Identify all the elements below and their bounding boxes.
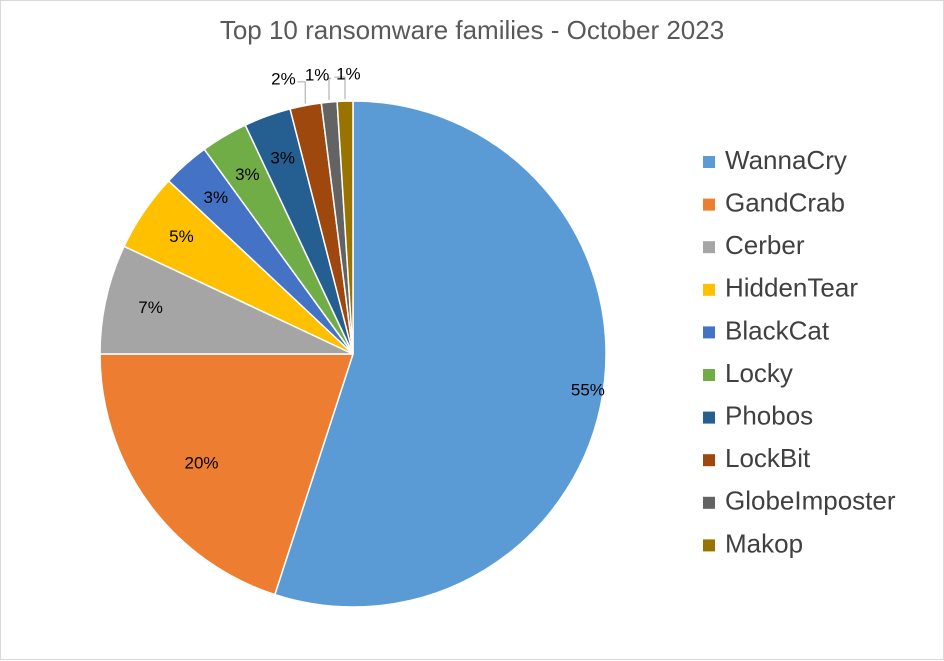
pie-slice-gandcrab xyxy=(99,353,355,596)
legend-swatch-blackcat xyxy=(703,326,715,339)
legend-swatch-globeimposter xyxy=(703,496,715,509)
pie-slices xyxy=(99,100,607,608)
legend-label-phobos: Phobos xyxy=(725,400,813,430)
legend-swatch-cerber xyxy=(703,241,715,254)
legend-swatch-locky xyxy=(703,369,715,381)
leader-line-lockbit xyxy=(297,81,306,104)
legend-label-locky: Locky xyxy=(725,358,793,388)
legend-label-wannacry: WannaCry xyxy=(725,145,847,175)
legend-label-hiddentear: HiddenTear xyxy=(725,273,858,303)
data-label-lockbit: 2% xyxy=(271,69,296,88)
data-label-locky: 3% xyxy=(235,165,260,184)
data-label-phobos: 3% xyxy=(270,148,295,167)
legend-swatch-lockbit xyxy=(703,454,715,467)
leader-line-globeimposter xyxy=(328,77,332,101)
legend-label-blackcat: BlackCat xyxy=(725,315,830,345)
legend-swatch-makop xyxy=(703,539,715,552)
pie-slice-wannacry xyxy=(273,100,607,608)
data-label-hiddentear: 5% xyxy=(169,227,194,246)
data-label-gandcrab: 20% xyxy=(185,454,219,473)
data-label-wannacry: 55% xyxy=(571,381,605,400)
data-label-cerber: 7% xyxy=(138,298,163,317)
data-label-blackcat: 3% xyxy=(204,188,229,207)
pie-slice-cerber xyxy=(99,245,354,355)
legend-swatch-phobos xyxy=(703,411,715,424)
legend-label-makop: Makop xyxy=(725,528,803,558)
legend-label-cerber: Cerber xyxy=(725,230,805,260)
leader-lines xyxy=(297,76,346,104)
data-label-makop: 1% xyxy=(336,65,361,84)
pie-slice-makop xyxy=(336,100,354,355)
legend-swatch-gandcrab xyxy=(703,198,715,211)
data-label-globeimposter: 1% xyxy=(305,66,330,85)
legend-swatch-wannacry xyxy=(703,156,715,168)
legend-label-gandcrab: GandCrab xyxy=(725,187,845,217)
legend-label-lockbit: LockBit xyxy=(725,443,811,473)
legend-swatch-hiddentear xyxy=(703,283,715,296)
leader-line-makop xyxy=(334,76,346,100)
legend-label-globeimposter: GlobeImposter xyxy=(725,486,896,516)
data-labels: 55% 20% 7% 5% 3% 3% 3% 2% 1% 1% xyxy=(138,65,605,473)
chart-title: Top 10 ransomware families - October 202… xyxy=(220,15,724,45)
legend: WannaCry GandCrab Cerber HiddenTear BlackCat… xyxy=(703,145,896,558)
